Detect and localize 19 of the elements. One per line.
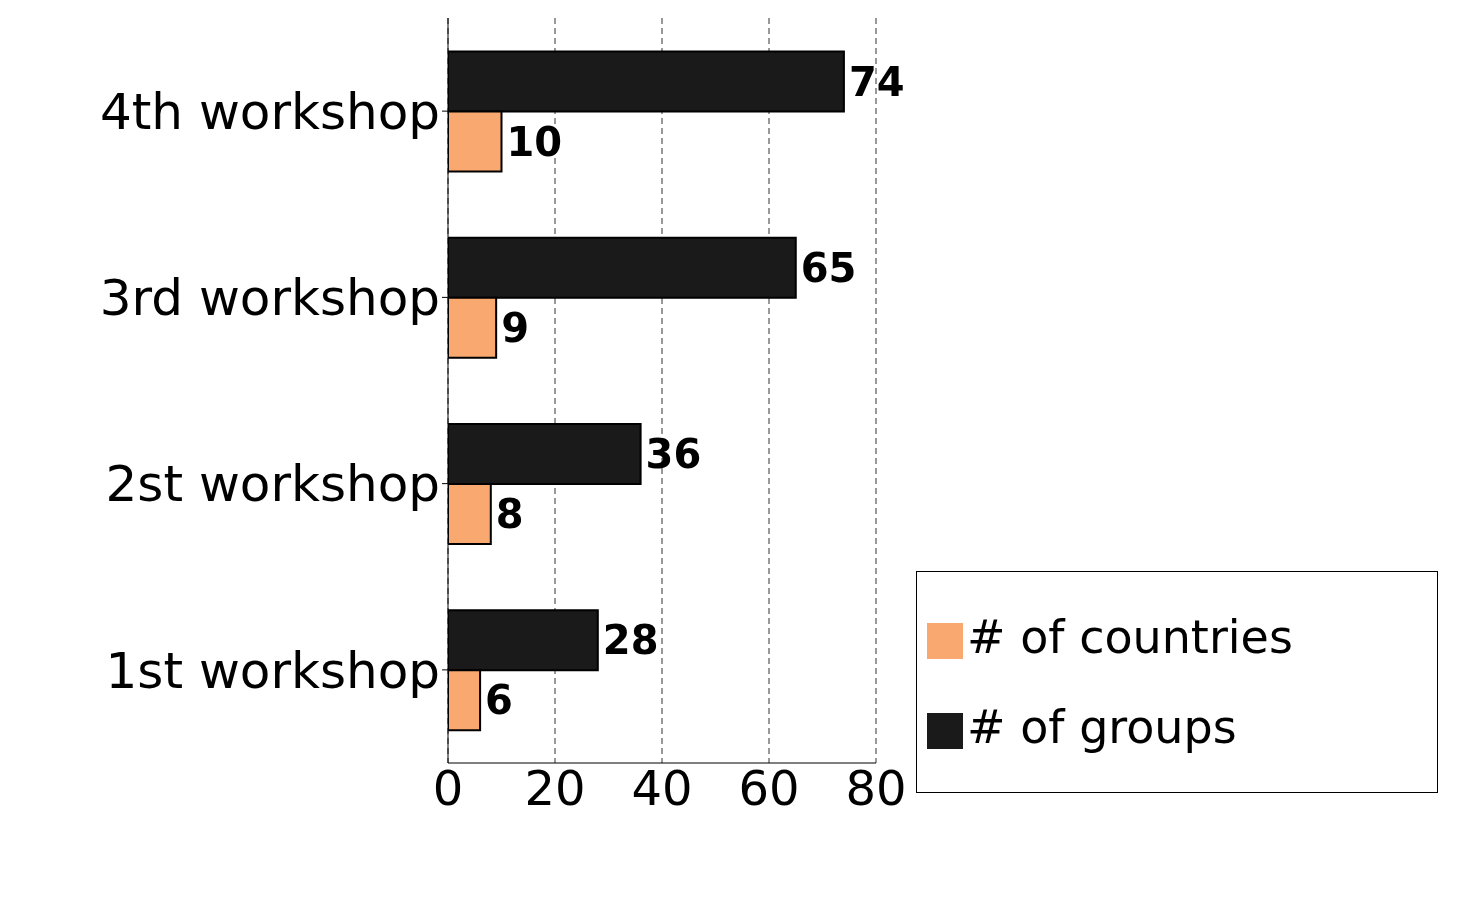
data-label: 9 bbox=[501, 304, 529, 351]
x-tick-label: 40 bbox=[631, 760, 693, 817]
y-tick-label: 3rd workshop bbox=[99, 269, 440, 328]
legend-label: # of groups bbox=[967, 700, 1237, 754]
data-label: 10 bbox=[506, 118, 563, 165]
x-tick-label: 80 bbox=[845, 760, 907, 817]
data-label: 36 bbox=[645, 431, 702, 478]
x-tick-label: 60 bbox=[738, 760, 800, 817]
legend-label: # of countries bbox=[967, 610, 1293, 664]
data-label: 8 bbox=[495, 491, 524, 538]
data-label: 74 bbox=[848, 58, 905, 105]
data-label: 28 bbox=[602, 617, 659, 664]
x-tick-label: 0 bbox=[432, 760, 464, 817]
data-label: 6 bbox=[485, 677, 513, 724]
data-label: 65 bbox=[800, 244, 857, 291]
x-tick-label: 20 bbox=[524, 760, 586, 817]
y-tick-label: 4th workshop bbox=[99, 82, 440, 141]
y-tick-label: 1st workshop bbox=[105, 641, 440, 700]
y-tick-label: 2st workshop bbox=[105, 455, 440, 514]
